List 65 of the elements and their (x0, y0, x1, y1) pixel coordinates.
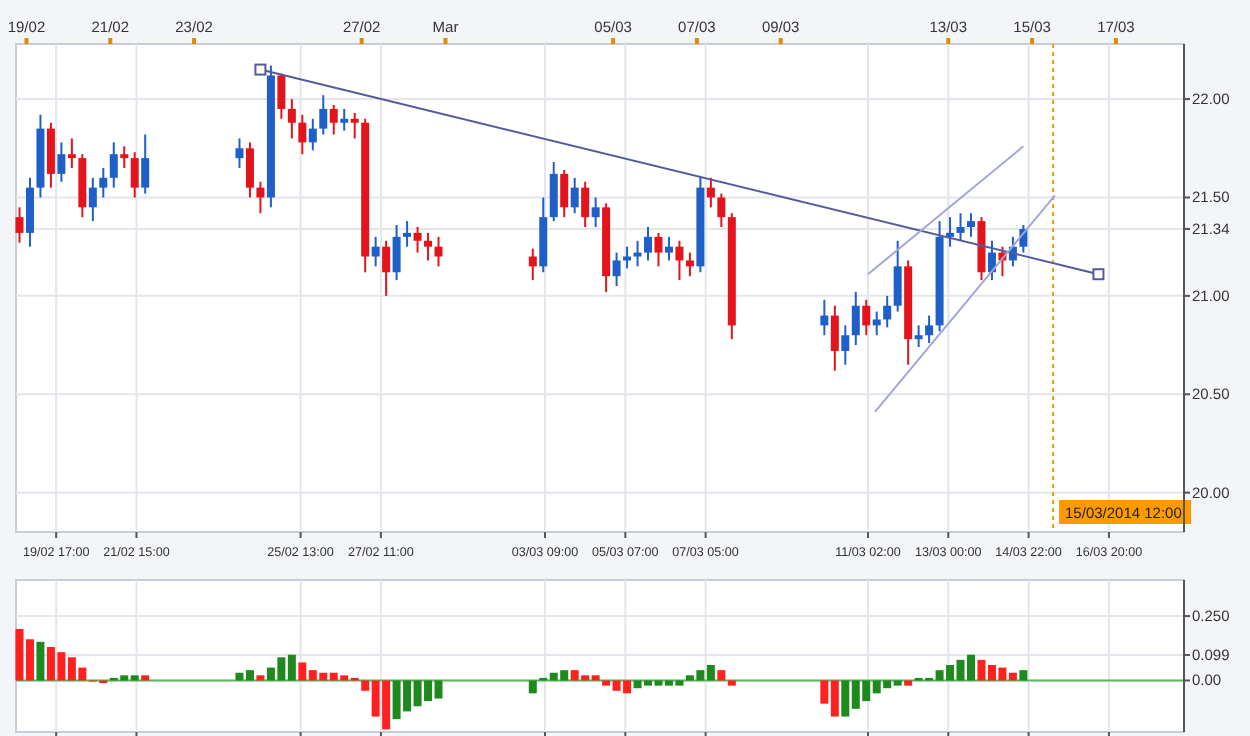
bar (141, 675, 150, 681)
candlestick (25, 176, 34, 248)
candlestick (15, 206, 24, 244)
candlestick (549, 161, 558, 223)
candlestick (308, 117, 317, 152)
candlestick (717, 192, 726, 228)
candlestick (706, 176, 715, 209)
candlestick (235, 137, 244, 169)
candlestick (830, 304, 839, 372)
candlestick (403, 220, 412, 248)
candlestick (675, 239, 684, 282)
candlestick (956, 212, 965, 242)
candlestick (581, 180, 590, 228)
candlestick (329, 104, 338, 136)
candlestick (914, 324, 923, 349)
candlestick (633, 239, 642, 268)
candlestick (570, 176, 579, 215)
candlestick (664, 235, 673, 262)
candlestick (841, 324, 850, 366)
bar (256, 675, 265, 681)
candlestick (851, 290, 860, 347)
candlestick (413, 226, 422, 254)
bar (1019, 670, 1028, 681)
candlestick (424, 231, 433, 262)
candlestick (685, 251, 694, 278)
candlestick (612, 251, 621, 288)
candlestick (67, 137, 76, 169)
candlestick (560, 168, 569, 219)
candlestick (57, 141, 66, 183)
candlestick (109, 141, 118, 189)
candlestick (141, 133, 150, 195)
candlestick (371, 235, 380, 268)
candlestick (528, 247, 537, 282)
candlestick (277, 72, 286, 120)
candlestick (130, 151, 139, 199)
candlestick (872, 310, 881, 337)
candlestick (654, 231, 663, 268)
candlestick (967, 212, 975, 238)
candlestick (862, 298, 871, 337)
bar (717, 670, 726, 681)
candlestick (245, 141, 254, 199)
candlestick (319, 94, 328, 136)
candlestick (893, 239, 902, 313)
bar (904, 680, 913, 686)
candlestick (298, 113, 307, 156)
candlestick (46, 121, 55, 189)
candlestick (256, 180, 265, 215)
candlestick (820, 298, 829, 337)
candlestick (946, 216, 955, 248)
bar (727, 680, 736, 686)
bar (528, 680, 537, 694)
candlestick (120, 145, 129, 169)
candlestick (644, 226, 653, 262)
candlestick (434, 235, 443, 268)
bar (36, 641, 45, 681)
candlestick (350, 111, 359, 140)
candlestick (883, 294, 892, 329)
candlestick (392, 224, 401, 282)
candlestick (382, 239, 391, 297)
candlestick (88, 176, 97, 223)
candlestick (99, 166, 108, 199)
candlestick (287, 98, 296, 140)
candlestick (591, 196, 600, 228)
candlestick (340, 107, 349, 132)
candlestick (925, 314, 934, 345)
